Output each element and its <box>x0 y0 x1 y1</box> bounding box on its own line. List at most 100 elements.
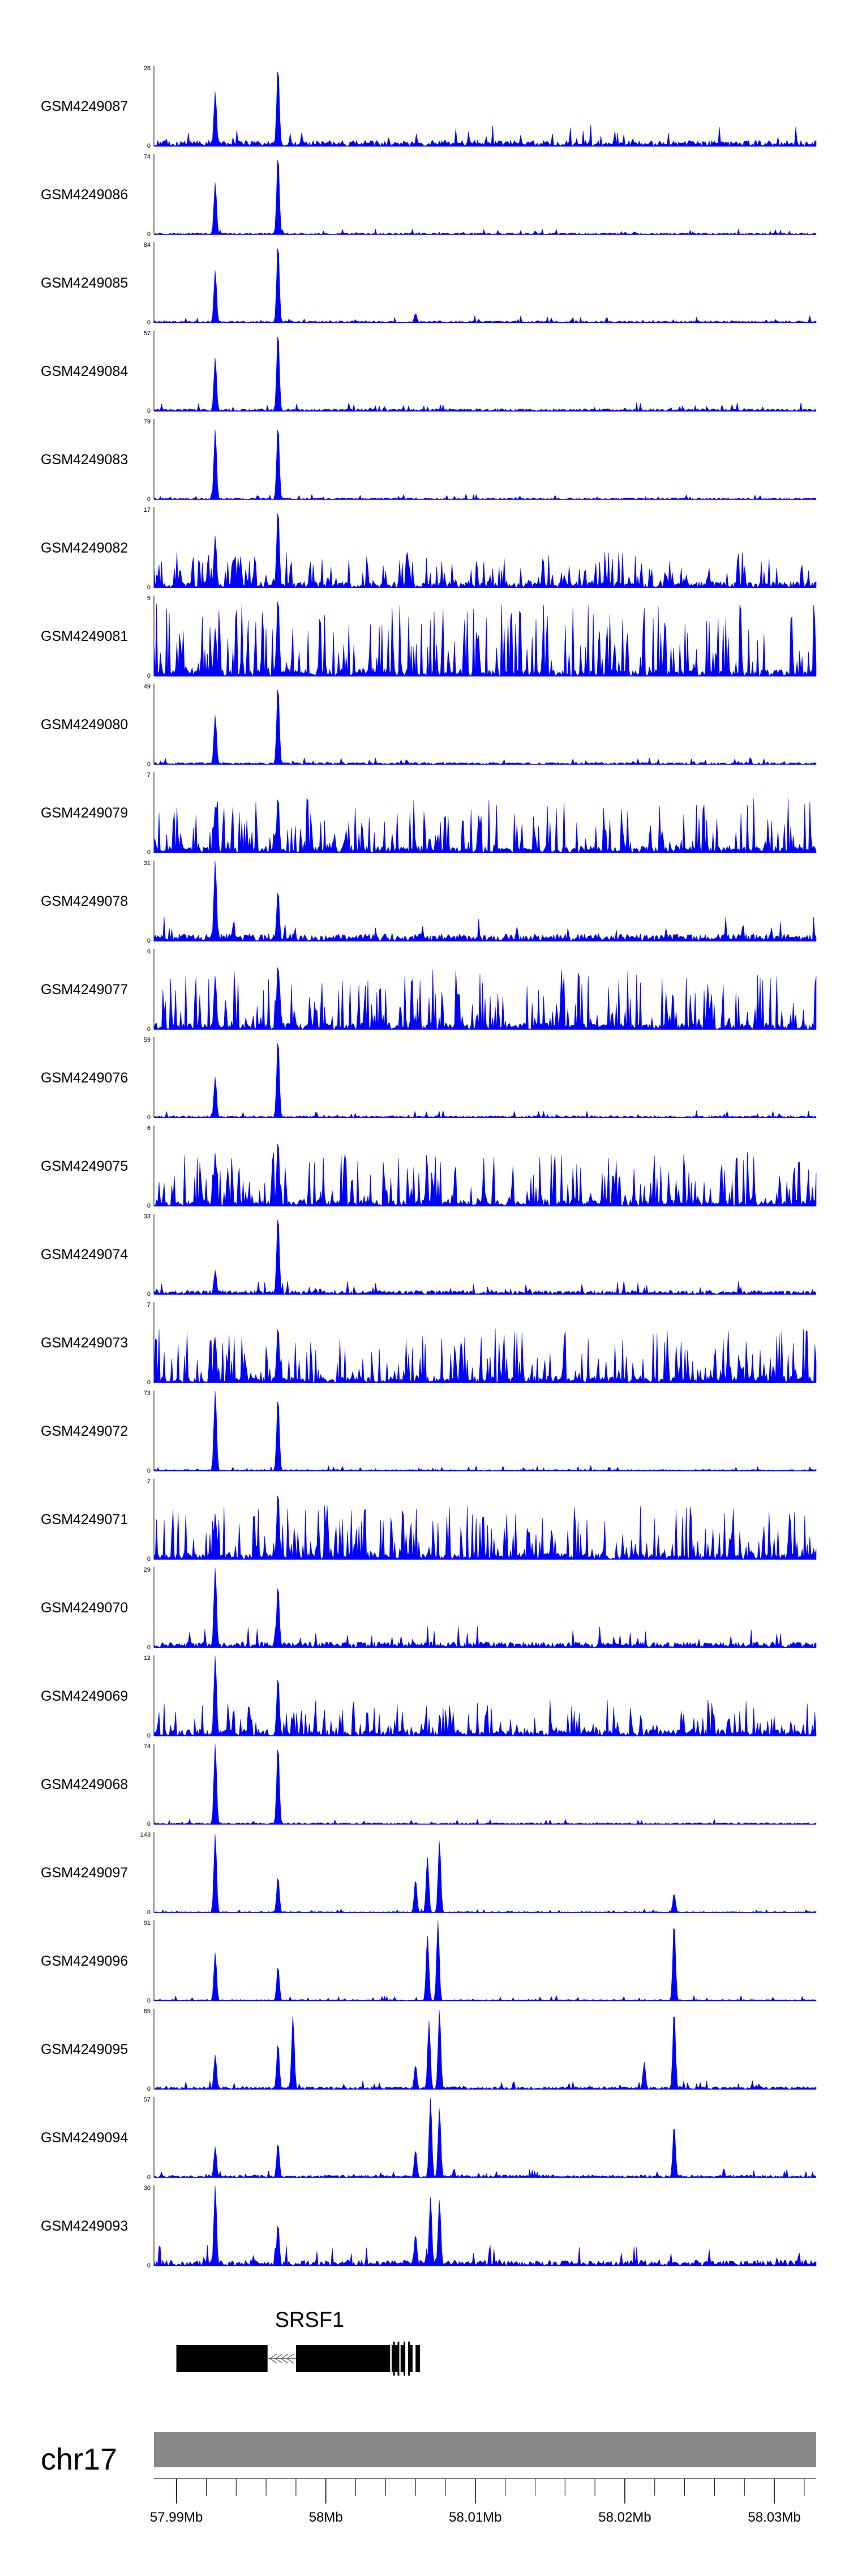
track-GSM4249072: GSM4249072 73 0 <box>41 1390 817 1474</box>
ytick-min-label: 0 <box>147 1821 151 1828</box>
ytick-min-label: 0 <box>147 1732 151 1739</box>
track-GSM4249078: GSM4249078 31 0 <box>41 860 817 944</box>
track-label: GSM4249084 <box>41 363 128 379</box>
track-label: GSM4249079 <box>41 805 128 821</box>
ytick-min-label: 0 <box>147 673 151 679</box>
track-GSM4249077: GSM4249077 6 0 <box>41 948 817 1033</box>
coverage-area <box>153 2185 817 2267</box>
ytick-min-label: 0 <box>147 761 151 768</box>
coverage-area <box>153 429 817 500</box>
x-tick-label: 57.99Mb <box>150 2510 203 2525</box>
ytick-min-label: 0 <box>147 319 151 326</box>
coverage-area <box>153 160 817 235</box>
ytick-min-label: 0 <box>147 1291 151 1298</box>
track-GSM4249071: GSM4249071 7 0 <box>41 1478 817 1563</box>
ytick-max-label: 74 <box>144 153 151 160</box>
track-GSM4249074: GSM4249074 33 0 <box>41 1213 817 1298</box>
strand-chevron <box>280 2354 289 2364</box>
track-label: GSM4249095 <box>41 2042 128 2057</box>
ytick-max-label: 49 <box>144 683 151 690</box>
track-GSM4249083: GSM4249083 79 0 <box>41 418 817 503</box>
track-GSM4249093: GSM4249093 30 0 <box>41 2185 817 2269</box>
ytick-max-label: 6 <box>147 948 151 955</box>
track-label: GSM4249070 <box>41 1600 128 1616</box>
ytick-min-label: 0 <box>147 1467 151 1474</box>
coverage-area <box>153 2010 817 2090</box>
ytick-max-label: 33 <box>144 1213 151 1220</box>
ytick-min-label: 0 <box>147 1909 151 1916</box>
coverage-area <box>153 1144 817 1206</box>
ytick-min-label: 0 <box>147 1026 151 1033</box>
gene-exon <box>415 2345 421 2372</box>
track-label: GSM4249072 <box>41 1423 128 1439</box>
coverage-area <box>153 514 817 588</box>
track-GSM4249086: GSM4249086 74 0 <box>41 153 817 238</box>
ytick-min-label: 0 <box>147 496 151 503</box>
gene-exon <box>393 2342 395 2376</box>
track-GSM4249081: GSM4249081 5 0 <box>41 595 817 679</box>
track-GSM4249097: GSM4249097 143 0 <box>41 1832 817 1916</box>
ytick-max-label: 57 <box>144 330 151 337</box>
ytick-min-label: 0 <box>147 2262 151 2269</box>
ytick-max-label: 79 <box>144 418 151 425</box>
coverage-area <box>153 249 817 323</box>
track-label: GSM4249068 <box>41 1777 128 1792</box>
gene-exon <box>397 2342 400 2376</box>
ytick-max-label: 6 <box>147 1125 151 1132</box>
track-label: GSM4249081 <box>41 628 128 644</box>
track-label: GSM4249080 <box>41 717 128 733</box>
track-GSM4249080: GSM4249080 49 0 <box>41 683 817 768</box>
track-label: GSM4249086 <box>41 187 128 203</box>
ytick-max-label: 73 <box>144 1390 151 1397</box>
ytick-min-label: 0 <box>147 938 151 944</box>
ytick-max-label: 30 <box>144 2185 151 2192</box>
track-label: GSM4249083 <box>41 452 128 468</box>
ytick-max-label: 84 <box>144 242 151 249</box>
x-tick-label: 58Mb <box>309 2510 343 2525</box>
track-GSM4249096: GSM4249096 91 0 <box>41 1920 817 2004</box>
ytick-min-label: 0 <box>147 231 151 238</box>
track-label: GSM4249071 <box>41 1512 128 1527</box>
coverage-area <box>153 1328 817 1383</box>
ytick-min-label: 0 <box>147 1379 151 1386</box>
coverage-area <box>153 798 817 853</box>
track-GSM4249075: GSM4249075 6 0 <box>41 1125 817 1209</box>
coverage-area <box>153 967 817 1030</box>
strand-chevron <box>286 2354 294 2364</box>
ytick-min-label: 0 <box>147 408 151 414</box>
coverage-area <box>153 1655 817 1736</box>
coverage-area <box>153 602 817 677</box>
ytick-max-label: 7 <box>147 772 151 778</box>
track-GSM4249084: GSM4249084 57 0 <box>41 330 817 414</box>
ytick-min-label: 0 <box>147 143 151 149</box>
track-GSM4249068: GSM4249068 74 0 <box>41 1743 817 1828</box>
ytick-min-label: 0 <box>147 1997 151 2004</box>
ytick-min-label: 0 <box>147 584 151 591</box>
coverage-area <box>153 2098 817 2178</box>
gene-exon <box>295 2345 391 2372</box>
coverage-area <box>153 1834 817 1913</box>
coverage-area <box>153 1744 817 1825</box>
gene-exon <box>176 2345 268 2372</box>
track-GSM4249069: GSM4249069 12 0 <box>41 1655 817 1739</box>
track-label: GSM4249097 <box>41 1865 128 1881</box>
track-GSM4249094: GSM4249094 57 0 <box>41 2096 817 2181</box>
ytick-max-label: 17 <box>144 507 151 514</box>
ytick-max-label: 29 <box>144 1567 151 1573</box>
track-label: GSM4249087 <box>41 99 128 114</box>
gene-exon <box>408 2342 410 2376</box>
ytick-max-label: 5 <box>147 595 151 602</box>
ytick-min-label: 0 <box>147 849 151 856</box>
chromosome-label: chr17 <box>41 2442 117 2476</box>
ytick-max-label: 7 <box>147 1302 151 1308</box>
chromosome-axis-track: chr17 57.99Mb 58Mb 58.01Mb 58.02Mb 58.03Mb <box>41 2432 816 2525</box>
ytick-min-label: 0 <box>147 2086 151 2093</box>
track-GSM4249087: GSM4249087 28 0 <box>41 65 817 149</box>
gene-annotation-track: SRSF1 <box>176 2308 421 2376</box>
track-GSM4249076: GSM4249076 59 0 <box>41 1037 817 1121</box>
ytick-min-label: 0 <box>147 1203 151 1209</box>
coverage-area <box>153 1495 817 1560</box>
ytick-max-label: 31 <box>144 860 151 867</box>
coverage-area <box>153 1043 817 1118</box>
track-label: GSM4249096 <box>41 1953 128 1969</box>
